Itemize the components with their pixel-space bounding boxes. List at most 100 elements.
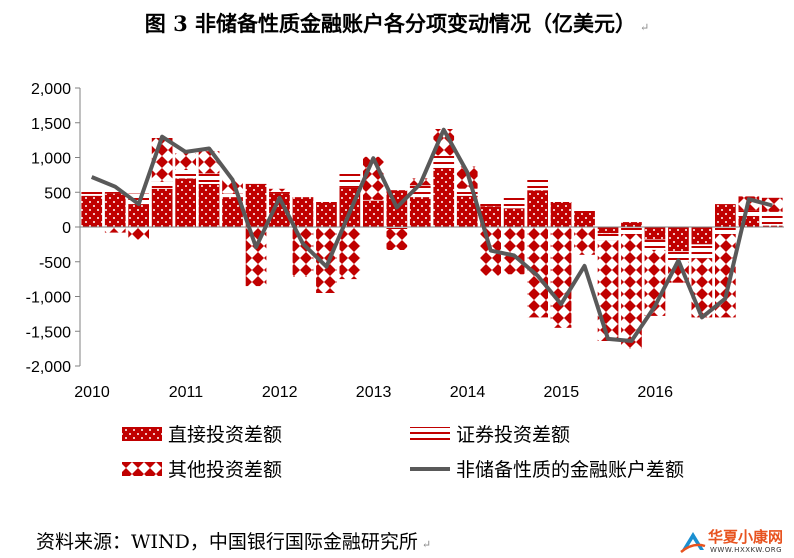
y-tick-label: 1,000 xyxy=(31,151,71,168)
legend-swatch xyxy=(410,427,450,441)
bar-segment xyxy=(81,195,103,227)
bar-segment xyxy=(738,215,760,227)
bar-segment xyxy=(292,227,314,277)
x-tick-label: 2012 xyxy=(262,384,298,401)
bar-segment xyxy=(198,183,220,227)
bar-segment xyxy=(597,240,619,341)
legend-swatch xyxy=(122,427,162,441)
bar-segment xyxy=(503,208,525,227)
bar-segment xyxy=(198,151,220,174)
y-tick-label: -2,000 xyxy=(26,359,71,376)
bar-segment xyxy=(621,234,642,349)
return-mark-icon: ↵ xyxy=(421,538,432,551)
series-line xyxy=(90,127,773,343)
bar-segment xyxy=(574,211,595,227)
chart-title: 图 3 非储备性质金融账户各分项变动情况（亿美元） ↵ xyxy=(144,11,650,36)
chart: 2,000 1,500 1,000 500 0 -500 -1,000 -1,500 -2,00… xyxy=(26,81,784,481)
bar-segment xyxy=(409,197,431,227)
bar-segment xyxy=(245,183,267,227)
y-tick-label: -1,000 xyxy=(26,290,71,307)
bar-segment xyxy=(81,191,103,196)
bar-segment xyxy=(104,193,126,227)
watermark-name: 华夏小康网 xyxy=(708,528,784,546)
bar-segment xyxy=(386,229,408,250)
bar-segment xyxy=(668,251,689,262)
legend-item: 非储备性质的金融账户差额 xyxy=(410,459,684,481)
bar-segment xyxy=(597,227,619,234)
bar-segment xyxy=(550,202,572,227)
y-tick-label: 500 xyxy=(44,185,71,202)
bar-segment xyxy=(104,190,126,194)
bar-segment xyxy=(269,191,290,194)
bar-segment xyxy=(691,258,713,318)
bar-segment xyxy=(386,227,408,230)
x-tick-label: 2010 xyxy=(74,384,110,401)
legend-label: 直接投资差额 xyxy=(168,424,282,446)
bar-segment xyxy=(433,167,455,227)
bar-segment xyxy=(363,199,384,201)
bar-segment xyxy=(128,227,149,240)
y-tick-label: -500 xyxy=(39,255,71,272)
bar-segment xyxy=(621,227,642,234)
plot-area: 2,000 1,500 1,000 500 0 -500 -1,000 -1,500 -2,00… xyxy=(26,81,784,401)
bar-segment xyxy=(339,173,361,188)
source-note: 资料来源：WIND，中国银行国际金融研究所 ↵ xyxy=(36,531,432,553)
bar-segment xyxy=(175,153,196,170)
bar-segment xyxy=(175,178,196,227)
bar-segment xyxy=(668,227,689,252)
x-tick-label: 2014 xyxy=(450,384,486,401)
x-tick-label: 2011 xyxy=(169,384,204,401)
y-tick-label: -1,500 xyxy=(26,324,71,341)
bar-segment xyxy=(597,233,619,241)
bar-segment xyxy=(503,197,525,209)
bar-segment xyxy=(691,244,713,259)
bar-segment xyxy=(456,195,478,227)
bar-segment xyxy=(480,206,501,227)
bar-segment xyxy=(738,210,760,216)
bar-segment xyxy=(574,227,595,255)
bar-segment xyxy=(151,181,173,189)
legend-label: 非储备性质的金融账户差额 xyxy=(456,459,684,481)
bar-segment xyxy=(480,202,501,207)
bar-segment xyxy=(691,227,713,245)
bar-segment xyxy=(644,227,666,240)
bar-segment xyxy=(269,188,290,192)
legend-item: 其他投资差额 xyxy=(122,459,282,481)
bar-segment xyxy=(761,225,783,227)
return-mark-icon: ↵ xyxy=(640,21,650,34)
legend-label: 其他投资差额 xyxy=(168,459,282,481)
bar-segment xyxy=(316,202,337,227)
bar-segment xyxy=(409,185,431,198)
watermark-logo: 华夏小康网 WWW.HXXKW.ORG xyxy=(680,526,794,558)
bar-segment xyxy=(433,155,455,168)
bar-segment xyxy=(151,188,173,227)
bar-segment xyxy=(222,193,243,198)
y-tick-label: 0 xyxy=(62,220,71,237)
bar-segment xyxy=(292,197,314,227)
legend-swatch xyxy=(122,462,162,476)
bar-segment xyxy=(550,227,572,328)
bar-segment xyxy=(503,227,525,275)
bar-segment xyxy=(456,188,478,196)
bar-segment xyxy=(715,204,736,227)
bar-segment xyxy=(104,227,126,233)
y-tick-label: 2,000 xyxy=(31,81,71,98)
bar-segment xyxy=(292,196,314,198)
watermark-url: WWW.HXXKW.ORG xyxy=(710,546,783,554)
legend-label: 证券投资差额 xyxy=(456,424,570,446)
bar-segment xyxy=(269,193,290,227)
bar-segment xyxy=(527,176,548,191)
bar-segment xyxy=(644,239,666,250)
swoosh-logo-icon xyxy=(680,532,706,553)
bar-segment xyxy=(363,200,384,227)
bar-segment xyxy=(175,170,196,179)
bar-segment xyxy=(715,234,736,318)
x-tick-label: 2015 xyxy=(544,384,580,401)
y-tick-label: 1,500 xyxy=(31,116,71,133)
bar-segment xyxy=(621,222,642,227)
bar-segment xyxy=(527,190,548,227)
x-tick-label: 2016 xyxy=(637,384,673,401)
bar-segment xyxy=(128,204,149,227)
legend-item: 直接投资差额 xyxy=(122,424,282,446)
